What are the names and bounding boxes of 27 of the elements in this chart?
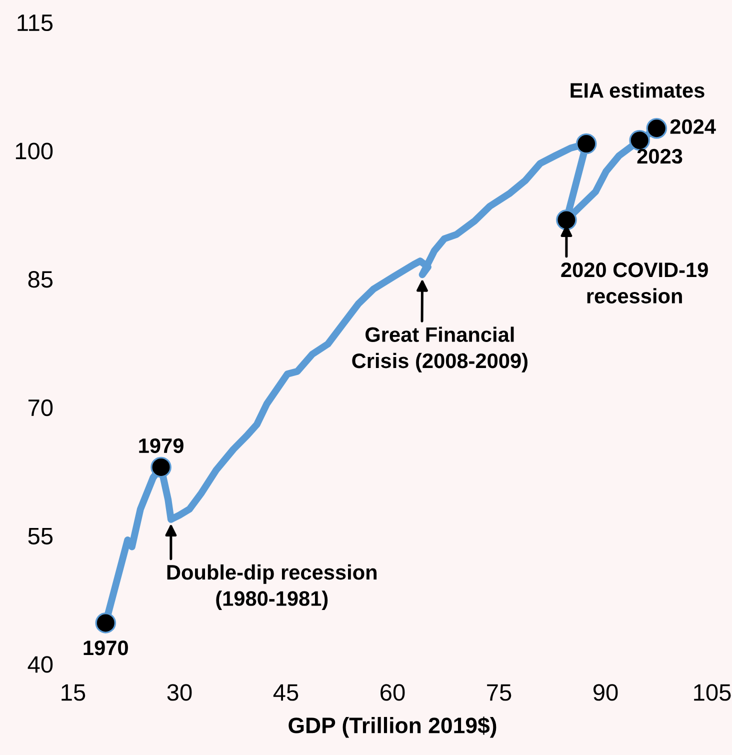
annotation: 2024: [670, 119, 716, 134]
annotation: 2020 COVID-19 recession: [561, 262, 708, 304]
annotation: 1979: [139, 438, 184, 454]
x-tick-label: 105: [694, 684, 731, 701]
x-tick-label: 75: [487, 684, 512, 701]
x-axis-title: GDP (Trillion 2019$): [288, 716, 496, 738]
y-tick-label: 100: [16, 142, 53, 160]
point: [646, 118, 668, 139]
annotation: EIA estimates: [570, 82, 704, 98]
annotation: 2023: [637, 148, 682, 164]
x-tick-label: 15: [62, 684, 86, 701]
x-tick-label: 30: [167, 684, 192, 701]
y-tick-label: 40: [28, 656, 53, 673]
point: [95, 612, 116, 634]
annotation: 1970: [84, 640, 128, 656]
annotation: Great Financial Crisis (2008-2009): [352, 326, 528, 372]
point: [150, 456, 172, 478]
y-tick-label: 70: [28, 399, 53, 416]
y-tick-label: 115: [18, 14, 53, 32]
point: [556, 210, 577, 230]
y-tick-label: 55: [28, 528, 53, 544]
x-tick-label: 45: [273, 684, 298, 701]
annotation: Double-dip recession (1980-1981): [167, 564, 377, 610]
y-tick-label: 85: [28, 271, 53, 288]
point: [576, 133, 597, 154]
x-tick-label: 90: [593, 684, 618, 701]
x-tick-label: 60: [380, 684, 405, 701]
